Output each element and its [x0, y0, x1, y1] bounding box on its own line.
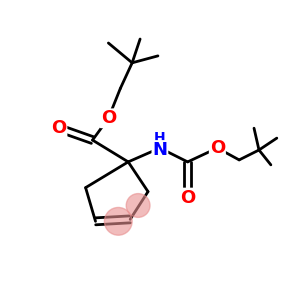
Text: O: O: [210, 139, 225, 157]
Text: H: H: [154, 131, 166, 145]
Circle shape: [104, 208, 132, 235]
Text: O: O: [180, 189, 195, 207]
Text: O: O: [51, 119, 67, 137]
Text: O: O: [101, 109, 116, 127]
Circle shape: [126, 194, 150, 218]
Text: N: N: [152, 141, 167, 159]
